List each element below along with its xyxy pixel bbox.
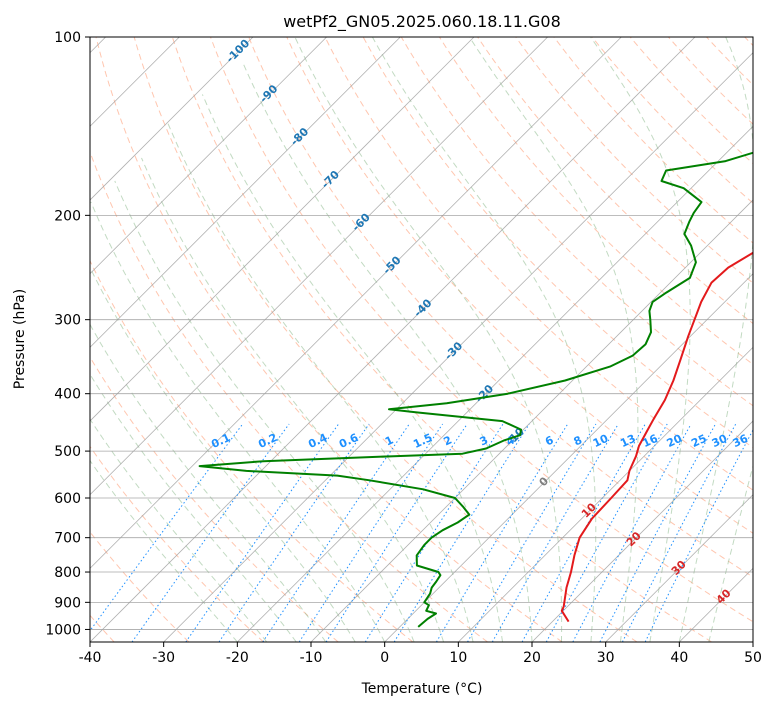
mixing-ratio-line <box>90 423 244 632</box>
mixing-ratio-label: 16 <box>640 432 660 450</box>
moist-adiabat-line <box>678 37 753 642</box>
isotherm-line <box>90 37 548 496</box>
x-tick-label: 50 <box>744 650 762 666</box>
dry-adiabat-line <box>171 37 712 642</box>
x-tick-label: -30 <box>152 650 175 666</box>
x-tick-label: 20 <box>523 650 541 666</box>
moist-adiabat-line <box>90 201 386 642</box>
moist-adiabat-line <box>90 418 268 642</box>
moist-adiabat-line <box>708 464 753 642</box>
isotherm-line <box>90 37 327 275</box>
isotherm-line <box>90 37 254 201</box>
isotherm-line <box>531 420 753 642</box>
moist-adiabat-line <box>590 37 691 642</box>
y-tick-label: 800 <box>54 565 81 581</box>
profile-lines <box>198 151 753 628</box>
mixing-ratio-line <box>364 423 504 642</box>
moist-adiabat-line <box>371 37 597 642</box>
x-tick-label: 30 <box>597 650 615 666</box>
mixing-ratio-label: 13 <box>618 432 637 450</box>
x-axis: -40 -30 -20 -10 0 10 20 30 40 50 <box>79 642 762 666</box>
x-tick-label: 40 <box>670 650 688 666</box>
mixing-ratio-line <box>491 423 619 642</box>
mixing-ratio-label: 36 <box>731 432 751 450</box>
mixing-ratio-line <box>325 423 468 642</box>
moist-adiabat-line <box>294 37 563 642</box>
x-tick-label: -40 <box>79 650 102 666</box>
moist-adiabat-line <box>468 37 639 642</box>
isotherm-line <box>237 125 753 642</box>
isotherm-line <box>90 37 401 348</box>
mixing-ratio-line <box>298 423 444 642</box>
mixing-ratio-line <box>131 423 290 642</box>
mixing-ratio-line <box>644 428 753 642</box>
moist-adiabat-line <box>90 373 297 642</box>
dry-adiabat-line <box>90 445 264 642</box>
dry-adiabat-line <box>400 37 753 407</box>
mixing-ratio-labels: 0.1 0.2 0.4 0.6 1 1.5 2 3 4 6 8 10 13 16 20 25 30 36 <box>209 431 750 451</box>
moist-adiabat-line <box>114 180 415 642</box>
dry-adiabat-line <box>629 37 753 165</box>
isotherm-line <box>90 37 475 422</box>
isotherm-line <box>90 37 696 642</box>
dry-adiabat-line <box>133 37 638 642</box>
pressure-gridlines <box>90 37 753 630</box>
mixing-ratio-line <box>572 423 692 642</box>
moist-adiabat-line <box>241 61 533 642</box>
mixing-ratio-label: 20 <box>665 432 685 450</box>
y-tick-label: 200 <box>54 208 81 224</box>
mixing-ratio-line <box>393 423 530 642</box>
mixing-ratio-line <box>545 423 668 642</box>
x-tick-label: 0 <box>380 650 389 666</box>
moist-adiabat-line <box>90 323 327 642</box>
chart-title: wetPf2_GN05.2025.060.18.11.G08 <box>283 12 561 32</box>
dry-adiabat-line <box>477 37 753 325</box>
y-tick-label: 400 <box>54 387 81 403</box>
moist-adiabat-line <box>90 266 356 642</box>
mixing-ratio-line <box>621 423 737 642</box>
y-tick-label: 700 <box>54 531 81 547</box>
mixing-ratio-line <box>599 423 716 642</box>
y-tick-label: 300 <box>54 313 81 329</box>
x-axis-label: Temperature (°C) <box>361 681 483 697</box>
x-tick-label: 10 <box>449 650 467 666</box>
y-tick-label: 500 <box>54 444 81 460</box>
temperature-profile-line <box>560 251 753 623</box>
y-tick-label: 100 <box>54 30 81 46</box>
mixing-ratio-label: 10 <box>591 432 611 450</box>
mixing-ratio-line <box>218 423 370 642</box>
isotherm-line <box>458 346 753 642</box>
mixing-ratio-label: 25 <box>689 432 708 450</box>
dry-adiabat-line <box>95 37 563 642</box>
isotherm-line <box>605 494 753 642</box>
moist-adiabat-line <box>141 157 445 642</box>
isotherm-line <box>90 37 622 569</box>
moist-adiabat-line <box>201 94 503 642</box>
dry-adiabat-line <box>90 259 414 642</box>
dry-adiabat-line <box>248 37 753 578</box>
y-axis: 100 200 300 400 500 600 700 800 900 1000 <box>45 30 90 638</box>
x-tick-label: -10 <box>300 650 323 666</box>
y-tick-label: 900 <box>54 595 81 611</box>
x-tick-label: -20 <box>226 650 249 666</box>
plot-frame <box>89 36 754 643</box>
mixing-ratio-label: 30 <box>710 432 730 450</box>
mixing-ratio-line <box>185 423 340 642</box>
thermodynamic-background <box>90 37 753 642</box>
dry-adiabat-line <box>591 37 753 204</box>
isotherm-line <box>310 199 753 642</box>
plot-background <box>90 37 753 642</box>
moist-adiabat-line <box>167 123 474 642</box>
dry-adiabat-line <box>515 37 753 284</box>
y-tick-label: 600 <box>54 491 81 507</box>
dewpoint-profile-line <box>198 151 753 628</box>
y-axis-label: Pressure (hPa) <box>12 289 28 389</box>
dry-adiabat-line <box>324 37 753 491</box>
isotherm-line <box>163 52 753 642</box>
y-tick-label: 1000 <box>45 622 81 638</box>
isotherm-line <box>752 641 753 642</box>
